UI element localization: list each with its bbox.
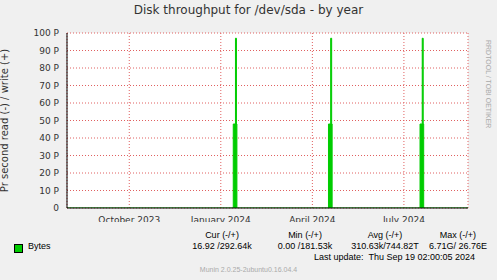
svg-text:April 2024: April 2024 [289,215,336,222]
svg-text:60 P: 60 P [39,98,59,108]
svg-text:October 2023: October 2023 [98,215,160,222]
html-text:6.71G/ 26.76E: 6.71G/ 26.76E [429,241,487,251]
html-text:RRDTOOL / TOBI OETIKER: RRDTOOL / TOBI OETIKER [485,40,492,129]
html-text:16.92 /292.64k: 16.92 /292.64k [192,241,252,251]
svg-text:July 2024: July 2024 [382,215,425,222]
html-text:Avg (-/+): Avg (-/+) [367,230,403,240]
svg-text:80 P: 80 P [39,63,59,73]
svg-text:January 2024: January 2024 [190,215,251,222]
html-text:Munin 2.0.25-2ubuntu0.16.04.4: Munin 2.0.25-2ubuntu0.16.04.4 [199,266,298,273]
html-text:0.00 /181.53k: 0.00 /181.53k [277,241,333,251]
svg-text:50 P: 50 P [39,116,59,126]
html-text:Disk throughput for /dev/sda -: Disk throughput for /dev/sda - by year [133,3,364,17]
html-text:Cur (-/+): Cur (-/+) [205,230,239,240]
svg-text:30 P: 30 P [39,151,59,161]
html-text:Last update: Thu Sep 19 02:00:: Last update: Thu Sep 19 02:00:05 2024 [314,252,475,262]
html-text:Bytes: Bytes [28,241,51,251]
svg-text:0: 0 [53,203,59,213]
html-text:Min (-/+): Min (-/+) [288,230,322,240]
svg-text:40 P: 40 P [39,133,59,143]
svg-text:10 P: 10 P [39,186,59,196]
html-text:310.63k/744.82T: 310.63k/744.82T [351,241,419,251]
svg-text:100 P: 100 P [34,28,60,38]
svg-text:70 P: 70 P [39,81,59,91]
svg-text:Pr second read (-) / write (+): Pr second read (-) / write (+) [8,49,10,192]
svg-text:20 P: 20 P [39,168,59,178]
html-text:Max (-/+): Max (-/+) [439,230,477,240]
svg-text:90 P: 90 P [39,46,59,56]
